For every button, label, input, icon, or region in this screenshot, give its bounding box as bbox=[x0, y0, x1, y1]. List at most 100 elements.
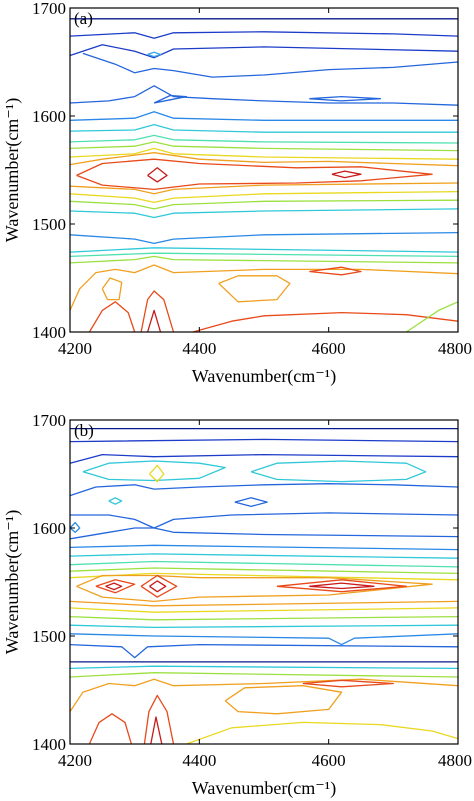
contour-line bbox=[69, 483, 459, 497]
plot-frame-a bbox=[69, 7, 459, 333]
contour-line bbox=[69, 553, 459, 559]
contour-line bbox=[69, 208, 459, 219]
y-tick-label: 1400 bbox=[32, 323, 66, 342]
contour-line bbox=[95, 579, 136, 594]
y-tick-label: 1600 bbox=[32, 107, 66, 126]
contour-line bbox=[69, 672, 459, 678]
contour-line bbox=[69, 600, 459, 607]
contour-line bbox=[69, 438, 459, 443]
contour-line bbox=[69, 560, 459, 568]
contour-line bbox=[302, 679, 394, 688]
contour-line bbox=[69, 141, 459, 152]
contour-line bbox=[405, 301, 459, 333]
y-axis-label-b: Wavenumber(cm⁻¹) bbox=[2, 510, 23, 654]
y-tick-label: 1400 bbox=[32, 735, 66, 754]
contour-panel-b: 4200 4400 4600 4800 1400 1500 1600 1700 (b) Wav… bbox=[2, 411, 472, 799]
contour-line bbox=[69, 111, 458, 121]
x-tick-label: 4400 bbox=[182, 751, 216, 770]
contour-line bbox=[88, 301, 136, 333]
contour-line bbox=[150, 716, 163, 745]
contour-line bbox=[153, 94, 188, 104]
x-tick-label: 4800 bbox=[438, 751, 472, 770]
contour-line bbox=[108, 497, 123, 505]
x-axis-label-b: Wavenumber(cm⁻¹) bbox=[192, 778, 336, 799]
contour-line bbox=[69, 199, 459, 210]
contour-line bbox=[149, 464, 165, 483]
contour-line bbox=[69, 247, 459, 253]
y-tick-label: 1500 bbox=[32, 215, 66, 234]
contour-line bbox=[82, 460, 226, 482]
y-axis-label-a: Wavenumber(cm⁻¹) bbox=[2, 98, 23, 242]
contour-line bbox=[146, 309, 162, 333]
contour-line bbox=[69, 252, 459, 258]
x-tick-label: 4600 bbox=[312, 339, 346, 358]
contour-line bbox=[69, 44, 459, 59]
contour-line bbox=[105, 582, 123, 591]
contour-line bbox=[69, 85, 459, 106]
ticks-b: 4200 4400 4600 4800 1400 1500 1600 1700 bbox=[32, 411, 472, 770]
contour-line bbox=[101, 277, 123, 301]
x-tick-label: 4200 bbox=[58, 751, 92, 770]
contour-line bbox=[69, 182, 459, 195]
contour-line bbox=[147, 51, 162, 58]
x-axis-label-a: Wavenumber(cm⁻¹) bbox=[192, 366, 336, 387]
contour-lines-b bbox=[69, 427, 459, 745]
contour-line bbox=[149, 580, 167, 593]
contour-line bbox=[276, 579, 407, 593]
contour-line bbox=[69, 123, 458, 133]
contour-line bbox=[224, 685, 343, 715]
contour-line bbox=[69, 607, 459, 613]
contour-panel-a: 4200 4400 4600 4800 1400 1500 1600 1700 (a) Wav… bbox=[2, 0, 472, 387]
contour-line bbox=[218, 275, 291, 303]
x-tick-label: 4200 bbox=[58, 339, 92, 358]
contour-line bbox=[69, 633, 459, 646]
contour-line bbox=[250, 460, 427, 483]
contour-line bbox=[69, 31, 459, 39]
contour-line bbox=[76, 574, 433, 603]
y-tick-label: 1500 bbox=[32, 627, 66, 646]
y-tick-label: 1600 bbox=[32, 519, 66, 538]
plot-frame-b bbox=[69, 419, 459, 745]
contour-line bbox=[69, 544, 459, 551]
ticks-a: 4200 4400 4600 4800 1400 1500 1600 1700 bbox=[32, 0, 472, 358]
contour-line bbox=[69, 264, 459, 311]
contour-line bbox=[69, 190, 459, 204]
contour-line bbox=[69, 615, 459, 621]
contour-line bbox=[309, 582, 375, 590]
contour-line bbox=[69, 572, 459, 581]
contour-line bbox=[69, 678, 459, 712]
contour-line bbox=[69, 567, 459, 575]
contour-line bbox=[143, 694, 175, 745]
contour-line bbox=[69, 521, 81, 533]
contour-line bbox=[69, 152, 459, 167]
contour-line bbox=[69, 134, 459, 144]
contour-line bbox=[309, 266, 362, 276]
panel-label-a: (a) bbox=[74, 9, 93, 28]
contour-line bbox=[69, 147, 459, 160]
contour-line bbox=[140, 574, 178, 598]
contour-line bbox=[69, 665, 459, 670]
contour-line bbox=[331, 170, 362, 179]
panel-label-b: (b) bbox=[74, 421, 94, 440]
contour-line bbox=[69, 624, 459, 629]
contour-line bbox=[69, 255, 459, 264]
contour-line bbox=[69, 231, 459, 245]
contour-line bbox=[69, 527, 459, 540]
x-tick-label: 4600 bbox=[312, 751, 346, 770]
y-tick-label: 1700 bbox=[32, 0, 66, 18]
contour-line bbox=[69, 453, 459, 464]
contour-line bbox=[88, 713, 133, 745]
contour-line bbox=[76, 158, 433, 191]
contour-line bbox=[309, 95, 382, 102]
contour-line bbox=[147, 167, 168, 183]
y-tick-label: 1700 bbox=[32, 411, 66, 430]
x-tick-label: 4400 bbox=[182, 339, 216, 358]
contour-line bbox=[140, 290, 175, 333]
contour-line bbox=[70, 512, 459, 529]
x-tick-label: 4800 bbox=[438, 339, 472, 358]
contour-line bbox=[69, 643, 459, 659]
contour-line bbox=[82, 52, 459, 78]
contour-line bbox=[192, 311, 459, 333]
plot-area-a bbox=[70, 8, 458, 332]
